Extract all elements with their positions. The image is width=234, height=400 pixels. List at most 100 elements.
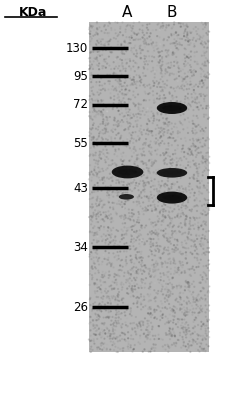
Point (149, 184, 153, 190)
Point (180, 320, 184, 326)
Point (138, 45, 142, 52)
Point (94, 114, 98, 120)
Point (132, 264, 135, 270)
Point (175, 306, 179, 312)
Point (188, 219, 192, 225)
Point (193, 43, 196, 50)
Point (160, 84, 164, 90)
Point (143, 186, 146, 192)
Point (187, 54, 190, 61)
Point (115, 319, 118, 326)
Point (92, 58, 95, 64)
Point (151, 64, 155, 71)
Point (184, 26, 187, 32)
Point (95, 219, 98, 225)
Point (103, 143, 107, 150)
Point (203, 142, 207, 149)
Point (103, 87, 107, 94)
Point (174, 29, 178, 35)
Point (99, 334, 103, 341)
Point (106, 215, 110, 222)
Point (121, 348, 125, 354)
Point (101, 299, 104, 305)
Point (201, 332, 205, 339)
Point (115, 336, 119, 342)
Point (173, 333, 177, 339)
Point (124, 86, 127, 93)
Point (179, 162, 182, 168)
Point (160, 104, 163, 110)
Point (161, 213, 165, 220)
Point (130, 236, 133, 243)
Point (148, 105, 151, 111)
Point (152, 268, 156, 275)
Point (186, 106, 190, 112)
Point (204, 74, 208, 80)
Point (123, 253, 127, 260)
Point (152, 315, 156, 321)
Point (95, 314, 99, 320)
Point (184, 343, 187, 350)
Point (204, 272, 208, 279)
Point (174, 244, 177, 251)
Point (181, 323, 185, 329)
Point (118, 213, 122, 220)
Point (179, 290, 182, 296)
Point (124, 256, 128, 263)
Point (95, 42, 98, 48)
Point (108, 240, 112, 246)
Point (203, 334, 207, 341)
Point (120, 267, 124, 274)
Point (156, 246, 160, 252)
Point (188, 288, 192, 295)
Point (195, 61, 199, 67)
Point (91, 151, 95, 158)
Point (140, 271, 144, 277)
Point (161, 22, 165, 29)
Point (118, 142, 121, 148)
Point (157, 20, 161, 27)
Point (172, 307, 175, 314)
Point (168, 221, 171, 228)
Point (149, 219, 153, 226)
Point (118, 164, 122, 170)
Point (102, 101, 105, 107)
Point (145, 162, 148, 168)
Point (184, 240, 188, 246)
Point (166, 187, 170, 193)
Point (125, 143, 128, 150)
Point (136, 30, 140, 37)
Point (137, 101, 140, 107)
Point (184, 319, 188, 326)
Point (138, 227, 142, 234)
Point (195, 341, 199, 347)
Point (165, 68, 168, 75)
Point (117, 180, 121, 187)
Point (169, 59, 173, 66)
Point (137, 170, 140, 176)
Point (95, 172, 98, 179)
Point (101, 119, 105, 125)
Point (160, 111, 164, 117)
Point (162, 121, 166, 128)
Point (189, 148, 193, 155)
Point (169, 130, 172, 137)
Point (130, 132, 134, 139)
Point (122, 157, 126, 164)
Point (141, 158, 144, 165)
Point (166, 231, 170, 237)
Point (108, 114, 112, 120)
Point (204, 20, 207, 26)
Point (103, 302, 107, 308)
Point (132, 146, 135, 152)
Point (131, 348, 134, 355)
Point (184, 249, 188, 256)
Point (180, 306, 184, 312)
Point (109, 44, 113, 50)
Point (128, 58, 132, 64)
Point (205, 137, 209, 143)
Point (146, 91, 150, 97)
Point (135, 50, 139, 57)
Point (176, 211, 180, 217)
Point (134, 295, 138, 301)
